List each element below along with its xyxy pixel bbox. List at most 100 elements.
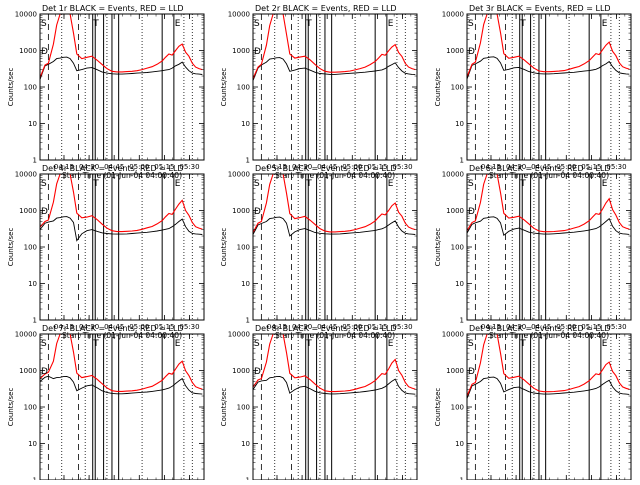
detector-panel-3: S D T E 1 10 100 1000 10000 04:15 04:30 04:45 05:00 0… [434, 4, 632, 180]
y-axis-label: Counts/sec [7, 228, 15, 267]
y-tick-label: 100 [24, 404, 37, 412]
region-label: S [468, 179, 474, 189]
x-tick-label: 05:30 [179, 163, 199, 171]
x-tick-label: 05:30 [392, 323, 412, 331]
x-tick-label: 05:00 [129, 323, 149, 331]
x-axis-label: Start Time (01-Jun-04 04:00:40) [62, 331, 182, 340]
region-label: E [388, 339, 394, 349]
detector-panel-4: S D T E 1 10 100 1000 10000 04:15 04:30 04:45 05:00 0… [7, 164, 205, 340]
region-label: T [92, 339, 99, 349]
x-axis-label: Start Time (01-Jun-04 04:00:40) [489, 331, 609, 340]
plot-frame [466, 333, 632, 481]
region-label: S [468, 339, 474, 349]
x-axis-label: Start Time (01-Jun-04 04:00:40) [275, 171, 395, 180]
x-tick-label: 04:30 [506, 163, 526, 171]
y-tick-label: 100 [237, 244, 250, 252]
y-tick-label: 10 [241, 120, 250, 128]
y-tick-label: 1 [246, 477, 250, 481]
detector-panel-7: S D T E 1 10 100 1000 10000 04:15 04:30 04:45 05:00 0… [7, 324, 205, 485]
region-label: T [519, 339, 526, 349]
x-tick-label: 04:15 [54, 163, 74, 171]
detector-panel-5: S D T E 1 10 100 1000 10000 04:15 04:30 04:45 05:00 0… [220, 164, 418, 340]
y-tick-label: 10 [28, 120, 37, 128]
panel-title: Det 9r BLACK = Events, RED = LLD [469, 324, 611, 333]
region-label: D [468, 47, 475, 57]
detector-panel-1: S D T E 1 10 100 1000 10000 04:15 04:30 04:45 05:00 0… [7, 4, 205, 180]
x-tick-label: 04:45 [104, 163, 124, 171]
region-label: D [468, 207, 475, 217]
region-label: S [41, 179, 47, 189]
x-tick-label: 04:45 [317, 323, 337, 331]
x-tick-label: 04:30 [292, 163, 312, 171]
x-tick-label: 05:15 [154, 163, 174, 171]
y-tick-label: 10 [455, 120, 464, 128]
region-label: D [254, 47, 261, 57]
region-label: T [305, 19, 312, 29]
panel-title: Det 2r BLACK = Events, RED = LLD [255, 4, 397, 13]
panel-title: Det 5r BLACK = Events, RED = LLD [255, 164, 397, 173]
region-label: D [41, 367, 48, 377]
x-tick-label: 04:30 [79, 163, 99, 171]
y-tick-label: 100 [237, 84, 250, 92]
y-tick-label: 1000 [446, 207, 464, 215]
region-label: E [388, 179, 394, 189]
series-line-events [252, 375, 416, 395]
region-label: E [602, 339, 608, 349]
y-tick-label: 10 [455, 280, 464, 288]
panel-title: Det 6r BLACK = Events, RED = LLD [469, 164, 611, 173]
y-tick-label: 1000 [19, 47, 37, 55]
x-tick-label: 05:00 [129, 163, 149, 171]
y-tick-label: 1 [33, 477, 37, 481]
series-line-events [252, 57, 416, 81]
x-tick-label: 05:30 [179, 323, 199, 331]
x-axis-label: Start Time (01-Jun-04 04:00:40) [489, 171, 609, 180]
x-tick-label: 04:30 [79, 323, 99, 331]
y-axis-label: Counts/sec [7, 388, 15, 427]
region-label: T [305, 179, 312, 189]
series-line-events [39, 216, 203, 242]
region-label: E [175, 339, 181, 349]
plot-frame [39, 13, 205, 161]
x-tick-label: 05:15 [581, 163, 601, 171]
x-tick-label: 04:15 [481, 163, 501, 171]
y-tick-label: 1000 [232, 367, 250, 375]
detector-panel-8: S D T E 1 10 100 1000 10000 04:15 04:30 04:45 05:00 0… [220, 324, 418, 485]
region-label: E [602, 179, 608, 189]
region-label: T [92, 179, 99, 189]
y-tick-label: 1 [246, 317, 250, 325]
y-tick-label: 1 [246, 157, 250, 165]
x-tick-label: 04:15 [267, 323, 287, 331]
y-tick-label: 10 [241, 280, 250, 288]
x-tick-label: 05:00 [342, 323, 362, 331]
detector-panel-2: S D T E 1 10 100 1000 10000 04:15 04:30 04:45 05:00 0… [220, 4, 418, 180]
region-label: D [41, 47, 48, 57]
detector-panel-6: S D T E 1 10 100 1000 10000 04:15 04:30 04:45 05:00 0… [434, 164, 632, 340]
plot-frame [466, 13, 632, 161]
x-tick-label: 04:15 [267, 163, 287, 171]
series-line-events [39, 56, 203, 80]
x-tick-label: 05:30 [392, 163, 412, 171]
x-tick-label: 04:15 [481, 323, 501, 331]
x-tick-label: 05:15 [367, 323, 387, 331]
y-tick-label: 10 [241, 440, 250, 448]
x-tick-label: 05:30 [606, 323, 626, 331]
y-tick-label: 100 [237, 404, 250, 412]
x-tick-label: 04:45 [104, 323, 124, 331]
series-line-events [252, 216, 416, 237]
region-label: E [602, 19, 608, 29]
y-tick-label: 10000 [228, 171, 250, 179]
region-label: T [519, 179, 526, 189]
y-tick-label: 10 [28, 440, 37, 448]
y-tick-label: 10000 [15, 331, 37, 339]
y-tick-label: 1000 [446, 367, 464, 375]
x-axis-label: Start Time (01-Jun-04 04:00:40) [62, 171, 182, 180]
plot-frame [39, 173, 205, 321]
y-axis-label: Counts/sec [434, 388, 442, 427]
x-tick-label: 05:15 [154, 323, 174, 331]
region-label: E [175, 179, 181, 189]
region-label: D [254, 207, 261, 217]
series-line-events [466, 56, 630, 80]
y-tick-label: 1 [460, 157, 464, 165]
plot-frame [39, 333, 205, 481]
